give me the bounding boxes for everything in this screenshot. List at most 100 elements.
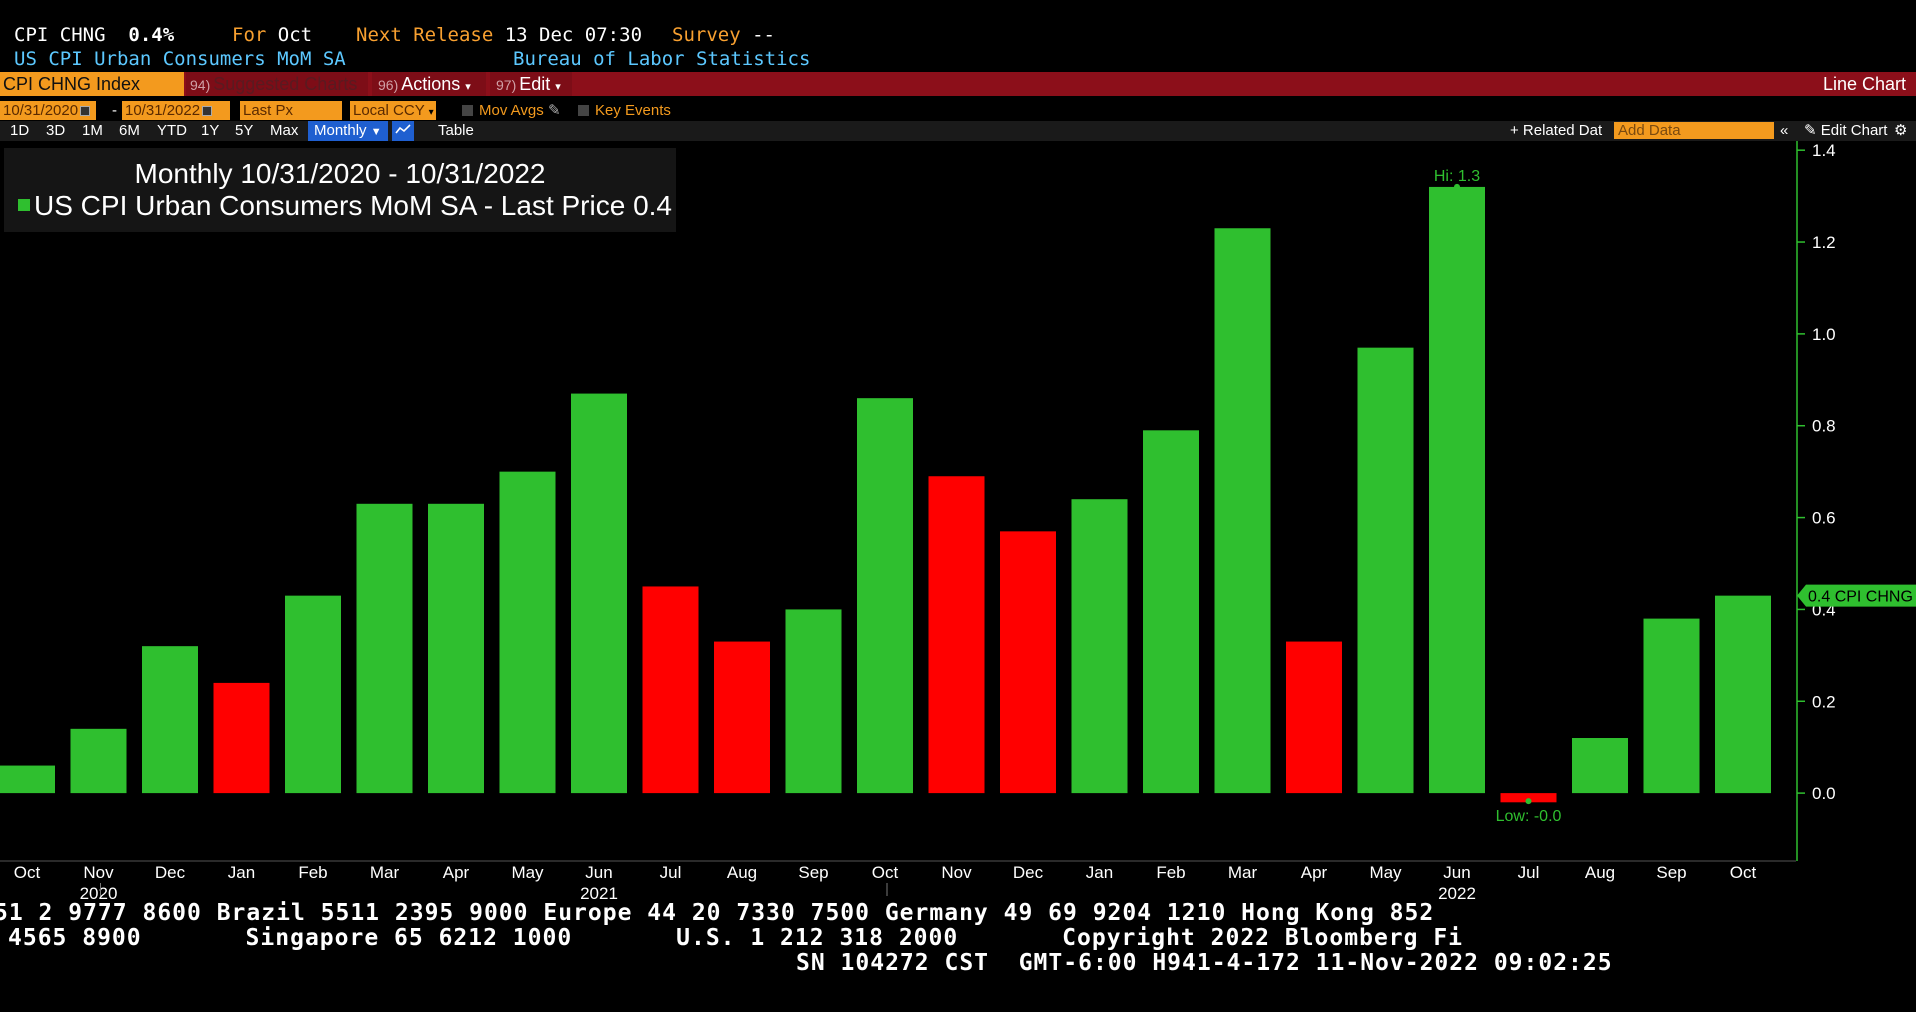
x-tick-label: Nov bbox=[941, 863, 972, 882]
footer-contacts-1: 51 2 9777 8600 Brazil 5511 2395 9000 Eur… bbox=[0, 900, 1435, 926]
chart-legend: Monthly 10/31/2020 - 10/31/2022 US CPI U… bbox=[4, 148, 676, 232]
annotations: Hi: 1.3 Low: -0.0 0.4 CPI CHNG bbox=[1434, 168, 1916, 825]
x-tick-label: Jun bbox=[1443, 863, 1470, 882]
range-3d[interactable]: 3D bbox=[46, 122, 66, 139]
x-tick-label: Oct bbox=[872, 863, 899, 882]
edit-num: 97) bbox=[496, 77, 517, 93]
checkbox-icon[interactable] bbox=[462, 105, 473, 116]
bars bbox=[0, 186, 1771, 803]
x-tick-label: Jun bbox=[585, 863, 612, 882]
x-tick-label: Oct bbox=[14, 863, 41, 882]
mov-avgs-toggle[interactable]: Mov Avgs ✎ bbox=[462, 101, 561, 120]
last-value-label: 0.4 CPI CHNG bbox=[1808, 589, 1913, 606]
add-data-input[interactable]: Add Data bbox=[1614, 122, 1774, 139]
chevron-down-icon: ▼ bbox=[370, 126, 382, 138]
series-swatch bbox=[18, 199, 30, 211]
high-marker bbox=[1454, 183, 1460, 190]
mov-avgs-label: Mov Avgs bbox=[479, 102, 544, 119]
range-1d[interactable]: 1D bbox=[10, 122, 30, 139]
security-index-field[interactable]: CPI CHNG Index bbox=[0, 72, 184, 96]
pencil-icon: ✎ bbox=[1804, 122, 1817, 139]
range-1y[interactable]: 1Y bbox=[201, 122, 220, 139]
collapse-icon[interactable]: « bbox=[1780, 122, 1789, 139]
currency-select[interactable]: Local CCY ▾ bbox=[350, 101, 436, 120]
suggested-charts-button[interactable]: 94) Suggested Charts bbox=[186, 72, 368, 96]
x-year-label: 2020 bbox=[80, 884, 118, 900]
bar-sep-23 bbox=[1643, 618, 1700, 794]
x-tick-label: Jul bbox=[660, 863, 682, 882]
edit-menu-button[interactable]: 97) Edit ▾ bbox=[490, 72, 572, 96]
table-button[interactable]: Table bbox=[438, 122, 474, 139]
next-release: Next Release 13 Dec 07:30 bbox=[356, 24, 642, 46]
y-tick-label: 0.6 bbox=[1812, 509, 1836, 528]
x-tick-label: Mar bbox=[1228, 863, 1258, 882]
x-tick-label: Apr bbox=[1301, 863, 1328, 882]
range-max[interactable]: Max bbox=[270, 122, 299, 139]
bar-oct-0 bbox=[0, 765, 55, 794]
chart-type-label[interactable]: Line Chart bbox=[1822, 74, 1906, 94]
ticker: CPI CHNG bbox=[14, 24, 106, 46]
terminal-footer: 51 2 9777 8600 Brazil 5511 2395 9000 Eur… bbox=[0, 900, 1916, 1012]
low-marker bbox=[1525, 798, 1532, 805]
header-line-1: CPI CHNG 0.4% bbox=[14, 24, 174, 46]
x-axis: Oct Nov Dec Jan Feb Mar Apr May Jun Jul Aug Sep Oct N… bbox=[0, 860, 1796, 900]
settings-gear-icon[interactable]: ⚙ bbox=[1894, 122, 1908, 139]
bar-dec-2 bbox=[142, 646, 198, 794]
start-date-field[interactable]: 10/31/2020 bbox=[0, 101, 96, 120]
field-select[interactable]: Last Px bbox=[240, 101, 342, 120]
x-tick-label: Feb bbox=[298, 863, 327, 882]
edit-chart-button[interactable]: ✎ Edit Chart bbox=[1804, 121, 1887, 141]
chevron-down-icon: ▾ bbox=[428, 107, 434, 118]
checkbox-icon[interactable] bbox=[578, 105, 589, 116]
for-value: Oct bbox=[277, 24, 313, 46]
bar-jun-8 bbox=[571, 393, 627, 794]
range-6m[interactable]: 6M bbox=[119, 122, 140, 139]
line-chart-icon[interactable] bbox=[392, 121, 414, 141]
bar-jul-21 bbox=[1500, 793, 1557, 803]
footer-contacts-2: 4565 8900 Singapore 65 6212 1000 U.S. 1 … bbox=[8, 925, 1464, 951]
x-tick-label: Nov bbox=[83, 863, 114, 882]
related-data-button[interactable]: + Related Dat bbox=[1510, 122, 1603, 139]
x-tick-label: Sep bbox=[798, 863, 828, 882]
bar-nov-13 bbox=[928, 476, 985, 794]
cpi-bar-chart: 0.0 0.2 0.4 0.6 0.8 1.0 1.2 1.4 Oct Nov Dec Jan Feb… bbox=[0, 141, 1916, 900]
bar-oct-12 bbox=[857, 398, 913, 794]
bar-oct-24 bbox=[1715, 595, 1771, 794]
currency-value: Local CCY bbox=[353, 102, 425, 119]
key-events-label: Key Events bbox=[595, 102, 671, 119]
x-tick-label: Jul bbox=[1518, 863, 1540, 882]
end-date-field[interactable]: 10/31/2022 bbox=[122, 101, 230, 120]
y-tick-label: 1.0 bbox=[1812, 325, 1836, 344]
legend-series-label: US CPI Urban Consumers MoM SA - Last Pri… bbox=[34, 190, 626, 221]
for-label: For bbox=[232, 24, 267, 46]
line-chart-glyph bbox=[395, 124, 411, 134]
key-events-toggle[interactable]: Key Events bbox=[578, 101, 671, 120]
bar-sep-11 bbox=[785, 609, 842, 794]
low-annotation: Low: -0.0 bbox=[1496, 808, 1562, 825]
bar-jun-20 bbox=[1429, 186, 1485, 794]
actions-menu-button[interactable]: 96) Actions ▾ bbox=[372, 72, 486, 96]
y-axis: 0.00.20.40.60.81.01.21.4 bbox=[1796, 141, 1836, 861]
range-5y[interactable]: 5Y bbox=[235, 122, 254, 139]
suggested-num: 94) bbox=[190, 77, 211, 93]
pencil-icon[interactable]: ✎ bbox=[547, 102, 561, 119]
period-select[interactable]: Monthly ▼ bbox=[308, 121, 388, 141]
calendar-icon[interactable] bbox=[80, 106, 91, 116]
high-annotation: Hi: 1.3 bbox=[1434, 168, 1480, 185]
data-source: Bureau of Labor Statistics bbox=[513, 48, 811, 70]
range-ytd[interactable]: YTD bbox=[157, 122, 187, 139]
legend-series[interactable]: US CPI Urban Consumers MoM SA - Last Pri… bbox=[18, 190, 672, 222]
edit-chart-label: Edit Chart bbox=[1820, 122, 1888, 139]
action-bar: CPI CHNG Index 94) Suggested Charts 96) Ac… bbox=[0, 72, 1916, 96]
bar-feb-4 bbox=[285, 595, 341, 794]
y-tick-label: 0.8 bbox=[1812, 417, 1836, 436]
bar-may-7 bbox=[499, 471, 556, 794]
last-value: 0.4% bbox=[128, 24, 175, 46]
range-1m[interactable]: 1M bbox=[82, 122, 103, 139]
period-value: Monthly bbox=[314, 122, 367, 139]
x-tick-label: Aug bbox=[1585, 863, 1615, 882]
end-date-value: 10/31/2022 bbox=[125, 102, 201, 119]
x-tick-label: Apr bbox=[443, 863, 470, 882]
footer-session-info: SN 104272 CST GMT-6:00 H941-4-172 11-Nov… bbox=[796, 950, 1613, 976]
calendar-icon[interactable] bbox=[202, 106, 213, 116]
